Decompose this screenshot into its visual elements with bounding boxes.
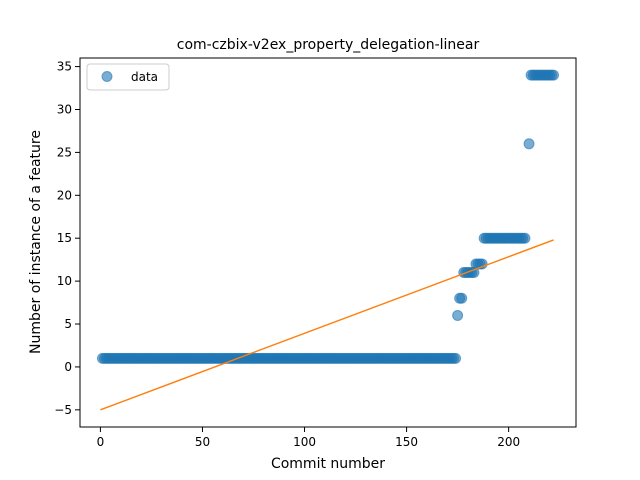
x-axis-title: Commit number bbox=[271, 456, 385, 472]
x-tick-label: 100 bbox=[293, 435, 316, 449]
fit-line-layer bbox=[100, 239, 554, 411]
legend: data bbox=[86, 63, 170, 91]
y-tick-label: 15 bbox=[57, 231, 72, 245]
data-point bbox=[548, 69, 560, 81]
legend-marker-data bbox=[101, 71, 113, 82]
x-tick-label: 200 bbox=[497, 435, 520, 449]
x-tick-label: 150 bbox=[395, 435, 418, 449]
fit-line bbox=[100, 239, 554, 411]
data-point bbox=[456, 292, 468, 304]
y-tick-label: 10 bbox=[57, 274, 72, 288]
y-tick-label: 20 bbox=[57, 188, 72, 202]
legend-box bbox=[86, 63, 170, 91]
y-tick-label: 25 bbox=[57, 145, 72, 159]
x-tick-label: 50 bbox=[195, 435, 210, 449]
x-axis-ticks: 0 50 100 150 200 bbox=[97, 427, 520, 449]
data-points bbox=[96, 69, 560, 364]
data-point bbox=[452, 309, 464, 321]
chart-title: com-czbix-v2ex_property_delegation-linea… bbox=[177, 37, 480, 53]
y-tick-label: 30 bbox=[57, 102, 72, 116]
plot-frame bbox=[79, 57, 577, 428]
legend-label-data: data bbox=[131, 70, 158, 84]
y-axis-ticks: −5 0 5 10 15 20 25 30 35 bbox=[54, 60, 80, 417]
x-tick-label: 0 bbox=[97, 435, 105, 449]
y-tick-label: 35 bbox=[57, 60, 72, 74]
y-tick-label: 5 bbox=[64, 317, 72, 331]
y-axis-title: Number of instance of a feature bbox=[28, 130, 44, 354]
y-tick-label: −5 bbox=[54, 403, 72, 417]
data-point bbox=[450, 352, 462, 364]
data-point bbox=[519, 232, 531, 244]
data-point bbox=[523, 138, 535, 150]
y-tick-label: 0 bbox=[64, 360, 72, 374]
